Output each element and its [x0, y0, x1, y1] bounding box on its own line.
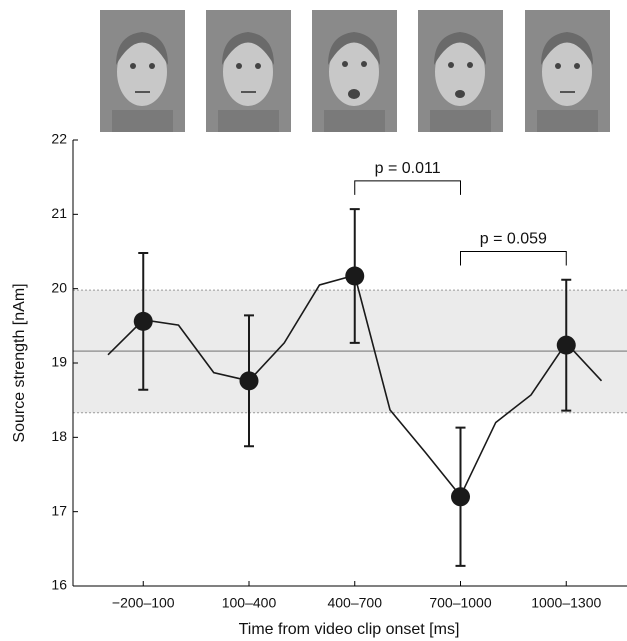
- annotation: p = 0.011: [375, 160, 441, 177]
- face: [418, 10, 503, 132]
- y-tick-label: 16: [51, 577, 67, 593]
- y-tick-label: 20: [51, 279, 67, 295]
- face: [206, 10, 291, 132]
- x-tick-label: 400–700: [327, 595, 382, 611]
- face-images: [100, 10, 610, 132]
- y-tick-label: 22: [51, 131, 67, 147]
- annotation: p = 0.059: [480, 231, 547, 248]
- bracket: [460, 251, 567, 266]
- x-tick-label: 1000–1300: [531, 595, 601, 611]
- face: [312, 10, 397, 132]
- marker: [239, 371, 259, 391]
- marker: [345, 266, 365, 286]
- face: [525, 10, 610, 132]
- x-tick-label: −200–100: [112, 595, 175, 611]
- y-tick-label: 21: [51, 205, 67, 221]
- marker: [451, 487, 470, 507]
- x-tick-label: 700–1000: [429, 595, 492, 611]
- face: [100, 10, 185, 132]
- marker: [556, 335, 576, 355]
- marker: [133, 311, 153, 331]
- y-tick-label: 19: [51, 354, 67, 370]
- y-axis-label: Source strength [nAm]: [11, 283, 28, 442]
- y-tick-label: 18: [51, 428, 67, 444]
- bracket: [354, 180, 461, 195]
- x-axis-label: Time from video clip onset [ms]: [239, 621, 460, 638]
- y-tick-label: 17: [51, 502, 67, 518]
- x-tick-label: 100–400: [222, 595, 277, 611]
